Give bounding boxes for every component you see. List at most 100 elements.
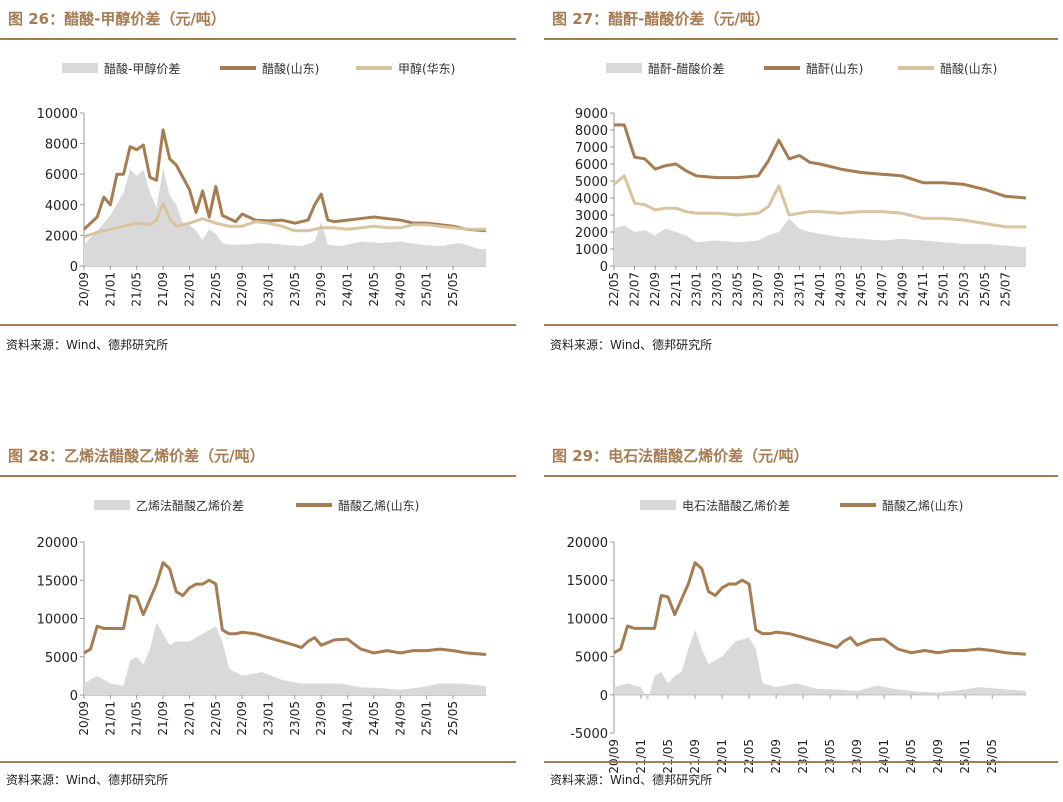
x-tick-label: 24/05 <box>904 739 918 774</box>
x-tick-label: 24/09 <box>931 739 945 774</box>
legend-swatch <box>62 63 98 73</box>
source-note: 资料来源：Wind、德邦研究所 <box>550 338 713 352</box>
y-tick-label: 10000 <box>567 612 608 627</box>
x-tick-label: 23/01 <box>262 701 276 736</box>
y-tick-label: 10000 <box>37 107 78 122</box>
y-tick-label: 2000 <box>575 226 608 241</box>
y-tick-label: 20000 <box>37 536 78 551</box>
legend-label: 甲醇(华东) <box>398 61 455 76</box>
x-tick-label: 20/09 <box>77 701 91 736</box>
chart-title: 图 29：电石法醋酸乙烯价差（元/吨） <box>552 447 809 465</box>
x-tick-label: 22/05 <box>742 739 756 774</box>
legend-item: 甲醇(华东) <box>356 61 455 76</box>
y-tick-label: 10000 <box>37 613 78 628</box>
x-tick-label: 23/01 <box>262 272 276 307</box>
legend-item: 醋酸(山东) <box>220 61 319 76</box>
series-line <box>83 201 486 239</box>
x-tick-label: 23/09 <box>772 272 786 307</box>
title-rule <box>0 38 516 40</box>
x-tick-label: 25/05 <box>978 272 992 307</box>
x-tick-label: 23/07 <box>751 272 765 307</box>
x-tick-label: 25/01 <box>937 272 951 307</box>
footer-rule <box>0 324 516 326</box>
x-tick-label: 22/01 <box>182 272 196 307</box>
x-tick-label: 23/01 <box>796 739 810 774</box>
legend-label: 醋酸(山东) <box>262 61 319 76</box>
title-rule <box>0 475 516 477</box>
series-line <box>613 174 1026 229</box>
footer-rule <box>544 761 1058 763</box>
legend-item: 醋酸乙烯(山东) <box>296 498 419 513</box>
y-tick-label: 20000 <box>567 536 608 551</box>
x-tick-label: 23/05 <box>823 739 837 774</box>
footer-rule <box>0 761 516 763</box>
y-tick-label: 3000 <box>575 209 608 224</box>
x-tick-label: 21/09 <box>688 739 702 774</box>
legend-item: 电石法醋酸乙烯价差 <box>640 498 790 513</box>
legend-label: 醋酐-醋酸价差 <box>648 61 724 76</box>
x-tick-label: 22/05 <box>209 272 223 307</box>
source-note: 资料来源：Wind、德邦研究所 <box>550 773 713 787</box>
x-tick-label: 24/09 <box>895 272 909 307</box>
y-tick-label: 1000 <box>575 243 608 258</box>
x-tick-label: 24/01 <box>813 272 827 307</box>
legend-swatch <box>94 500 130 510</box>
chart-title: 图 26：醋酸-甲醇价差（元/吨） <box>8 10 226 28</box>
x-tick-label: 25/07 <box>998 272 1012 307</box>
series-area <box>84 168 486 266</box>
x-tick-label: 25/01 <box>420 272 434 307</box>
y-tick-label: 6000 <box>575 158 608 173</box>
x-tick-label: 22/09 <box>235 272 249 307</box>
x-tick-label: 23/09 <box>314 272 328 307</box>
chart-panel-29: 图 29：电石法醋酸乙烯价差（元/吨） 电石法醋酸乙烯价差 醋酸乙烯(山东) -50… <box>544 445 1058 800</box>
y-tick-label: 15000 <box>37 574 78 589</box>
y-tick-label: 0 <box>600 260 608 275</box>
x-tick-label: 22/11 <box>669 272 683 307</box>
x-tick-label: 25/05 <box>446 272 460 307</box>
x-tick-label: 25/01 <box>958 739 972 774</box>
x-tick-label: 22/09 <box>769 739 783 774</box>
x-tick-label: 22/05 <box>607 272 621 307</box>
series-area <box>614 629 1026 701</box>
x-tick-label: 25/05 <box>985 739 999 774</box>
x-tick-label: 23/05 <box>288 272 302 307</box>
legend-item: 醋酐(山东) <box>764 61 863 76</box>
y-tick-label: 4000 <box>575 192 608 207</box>
y-tick-label: 4000 <box>45 199 78 214</box>
x-tick-label: 21/09 <box>156 701 170 736</box>
y-tick-label: 5000 <box>45 651 78 666</box>
chart-svg: 电石法醋酸乙烯价差 醋酸乙烯(山东) -5000 0 5000 10000 15000 200… <box>567 498 1027 774</box>
y-tick-label: 15000 <box>567 574 608 589</box>
series-line <box>613 561 1027 656</box>
legend-label: 电石法醋酸乙烯价差 <box>682 498 790 513</box>
legend-label: 醋酐(山东) <box>806 61 863 76</box>
chart-svg: 乙烯法醋酸乙烯价差 醋酸乙烯(山东) 0 5000 10000 15000 20000 20/… <box>37 498 487 736</box>
x-tick-label: 20/09 <box>77 272 91 307</box>
x-tick-label: 24/11 <box>916 272 930 307</box>
y-tick-label: 5000 <box>575 175 608 190</box>
x-tick-label: 24/07 <box>875 272 889 307</box>
x-tick-label: 23/09 <box>850 739 864 774</box>
x-tick-label: 21/05 <box>130 701 144 736</box>
x-tick-label: 23/03 <box>710 272 724 307</box>
x-tick-label: 22/07 <box>628 272 642 307</box>
x-tick-label: 22/01 <box>182 701 196 736</box>
x-tick-label: 22/09 <box>648 272 662 307</box>
x-tick-label: 23/05 <box>731 272 745 307</box>
chart-title: 图 27：醋酐-醋酸价差（元/吨） <box>552 10 770 28</box>
series-line <box>83 561 487 656</box>
y-tick-label: 2000 <box>45 229 78 244</box>
title-rule <box>544 38 1058 40</box>
y-tick-label: 0 <box>70 689 78 704</box>
x-tick-label: 25/03 <box>957 272 971 307</box>
x-tick-label: 24/01 <box>877 739 891 774</box>
y-tick-label: 9000 <box>575 107 608 122</box>
x-tick-label: 24/05 <box>367 272 381 307</box>
y-tick-label: -5000 <box>570 727 608 742</box>
chart-panel-26: 图 26：醋酸-甲醇价差（元/吨） 醋酸-甲醇价差 醋酸(山东) 甲醇(华东) 0 20… <box>0 8 516 363</box>
legend-item: 醋酸乙烯(山东) <box>840 498 963 513</box>
x-tick-label: 21/05 <box>130 272 144 307</box>
legend-swatch <box>640 500 676 510</box>
series-line <box>614 123 1027 200</box>
footer-rule <box>544 324 1058 326</box>
